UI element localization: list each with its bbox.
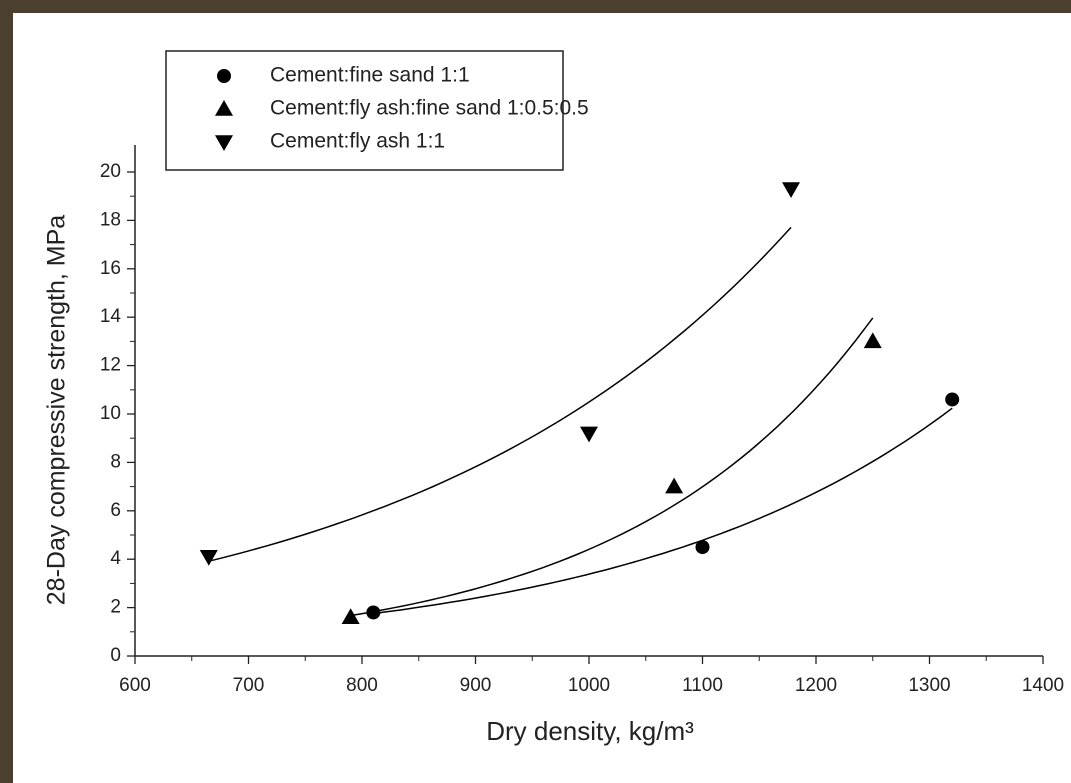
legend-marker [215,135,233,151]
x-tick-label: 800 [346,675,378,696]
y-tick-label: 8 [110,451,121,472]
legend-label: Cement:fly ash:fine sand 1:0.5:0.5 [270,97,589,120]
x-tick-label: 600 [119,675,151,696]
y-tick-label: 12 [100,355,121,376]
point [695,540,710,555]
point [782,182,801,198]
x-tick-label: 1000 [568,675,610,696]
x-tick-label: 1300 [908,675,950,696]
y-tick-label: 0 [110,645,121,666]
fit-curve [208,226,792,562]
point [580,426,598,443]
y-axis-label: 28-Day compressive strength, MPa [43,215,71,606]
legend-marker [215,100,233,116]
x-tick-label: 1100 [682,675,723,696]
legend-label: Cement:fly ash 1:1 [270,130,445,153]
point [665,477,684,494]
y-tick-label: 10 [100,403,121,424]
x-tick-label: 1200 [795,675,837,696]
x-axis-label: Dry density, kg/m³ [486,716,694,746]
x-tick-label: 900 [460,675,492,696]
legend-label: Cement:fine sand 1:1 [270,64,470,87]
y-tick-label: 6 [110,500,121,521]
y-tick-label: 2 [110,597,121,618]
legend-box [165,50,564,171]
x-tick-label: 700 [233,675,265,696]
point [341,608,360,625]
y-tick-label: 16 [100,258,121,279]
y-tick-label: 18 [100,209,121,230]
frame-left [0,0,13,783]
point [945,392,960,407]
point [863,332,882,349]
point [366,605,381,620]
y-tick-label: 4 [110,548,121,569]
legend-marker [217,69,231,83]
x-tick-label: 1400 [1022,675,1064,696]
fit-curve [373,407,953,615]
fit-curve [350,317,874,617]
point [199,550,218,566]
y-tick-label: 14 [100,306,122,327]
y-tick-label: 20 [100,161,121,182]
frame-top [0,0,1071,13]
